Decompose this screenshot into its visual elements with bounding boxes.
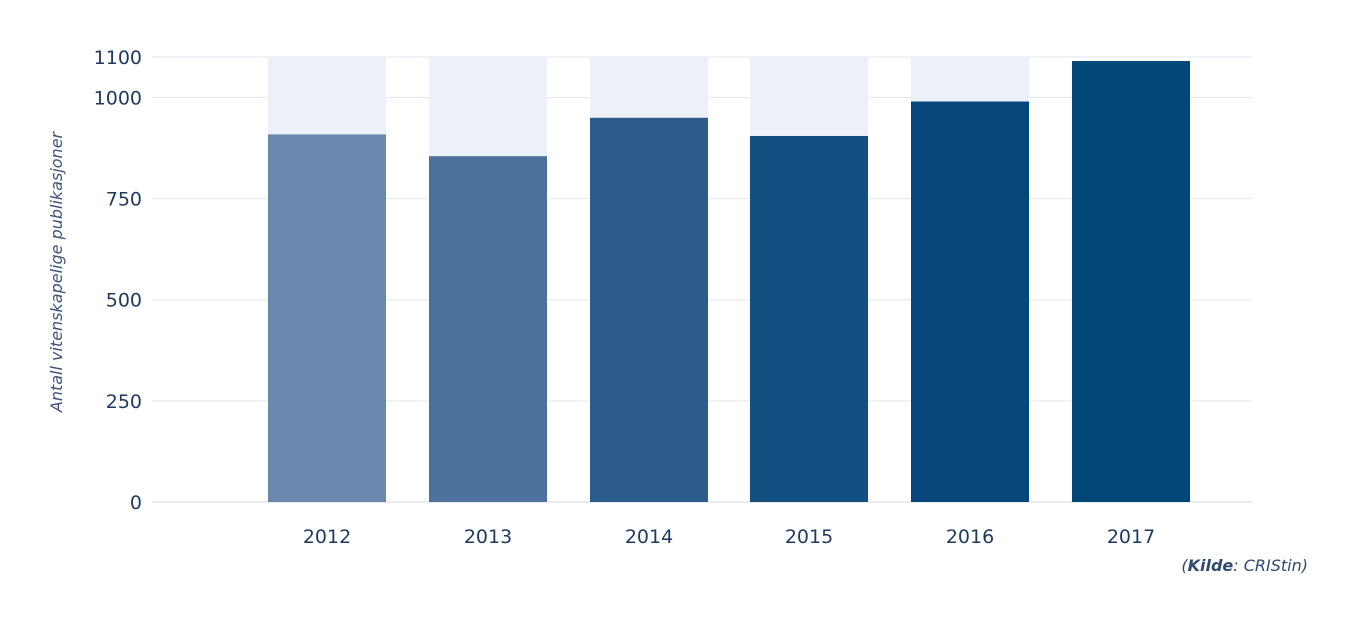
bar-remainder-2014: [590, 57, 708, 118]
y-tick-label: 0: [130, 492, 142, 514]
x-tick-label: 2016: [946, 526, 994, 548]
y-tick-label: 250: [106, 391, 142, 413]
bar-2014: [590, 117, 708, 502]
bar-remainder-2016: [911, 57, 1029, 102]
y-axis-ticks: 0 250 500 750 1000 1100: [94, 47, 142, 514]
bar-2017: [1072, 61, 1190, 502]
source-prefix: (: [1181, 556, 1188, 575]
bar-remainder-2013: [429, 57, 547, 157]
y-tick-label: 750: [106, 189, 142, 211]
x-tick-label: 2017: [1107, 526, 1155, 548]
source-label: Kilde: [1187, 556, 1234, 575]
y-tick-label: 1100: [94, 47, 142, 69]
x-tick-label: 2015: [785, 526, 833, 548]
bar-2012: [268, 134, 386, 502]
x-tick-label: 2013: [464, 526, 512, 548]
x-tick-label: 2014: [625, 526, 673, 548]
x-tick-label: 2012: [303, 526, 351, 548]
y-tick-label: 500: [106, 290, 142, 312]
y-axis-label: Antall vitenskapelige publikasjoner: [47, 130, 66, 413]
source-note: (Kilde: CRIStin): [1181, 556, 1308, 575]
bars: [268, 57, 1190, 503]
source-text: : CRIStin): [1233, 556, 1308, 575]
bar-2013: [429, 156, 547, 502]
bar-remainder-2015: [750, 57, 868, 136]
bar-remainder-2012: [268, 57, 386, 135]
bar-2016: [911, 101, 1029, 502]
y-tick-label: 1000: [94, 87, 142, 109]
x-axis-ticks: 2012 2013 2014 2015 2016 2017: [303, 526, 1155, 548]
bar-2015: [750, 135, 868, 503]
